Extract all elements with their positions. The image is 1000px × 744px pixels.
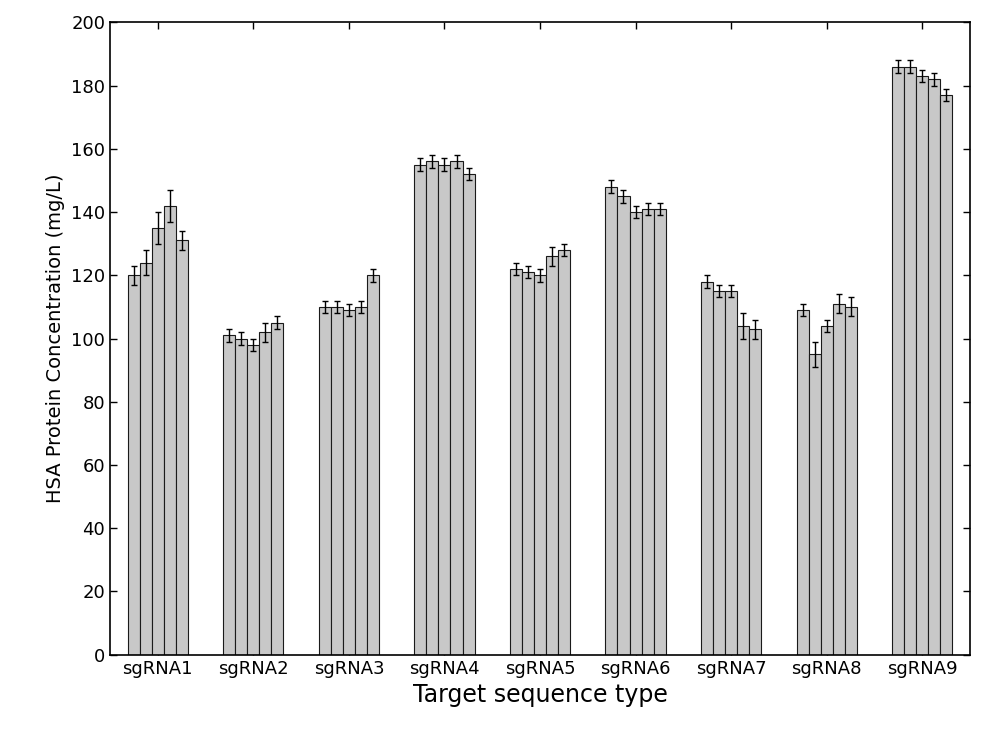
Bar [534, 275, 546, 655]
Bar [164, 205, 176, 655]
Bar [916, 76, 928, 655]
Bar [176, 240, 188, 655]
Bar [940, 95, 952, 655]
Bar [510, 269, 522, 655]
Bar [140, 263, 152, 655]
Bar [725, 291, 737, 655]
Bar [259, 332, 271, 655]
Bar [331, 307, 343, 655]
Bar [654, 209, 666, 655]
Bar [367, 275, 379, 655]
Bar [152, 228, 164, 655]
Bar [892, 67, 904, 655]
Bar [605, 187, 617, 655]
Bar [438, 164, 450, 655]
Bar [833, 304, 845, 655]
Bar [247, 345, 259, 655]
Y-axis label: HSA Protein Concentration (mg/L): HSA Protein Concentration (mg/L) [46, 174, 65, 503]
Bar [713, 291, 725, 655]
Bar [845, 307, 857, 655]
Bar [235, 339, 247, 655]
Bar [522, 272, 534, 655]
Bar [617, 196, 630, 655]
Bar [642, 209, 654, 655]
Bar [797, 310, 809, 655]
Bar [271, 323, 283, 655]
Bar [701, 282, 713, 655]
Bar [355, 307, 367, 655]
Bar [928, 79, 940, 655]
Bar [450, 161, 463, 655]
Bar [319, 307, 331, 655]
Bar [414, 164, 426, 655]
Bar [223, 336, 235, 655]
Bar [809, 354, 821, 655]
Bar [463, 174, 475, 655]
Bar [426, 161, 438, 655]
Bar [737, 326, 749, 655]
Bar [630, 212, 642, 655]
X-axis label: Target sequence type: Target sequence type [413, 683, 667, 707]
Bar [904, 67, 916, 655]
Bar [343, 310, 355, 655]
Bar [821, 326, 833, 655]
Bar [128, 275, 140, 655]
Bar [749, 329, 761, 655]
Bar [558, 250, 570, 655]
Bar [546, 256, 558, 655]
